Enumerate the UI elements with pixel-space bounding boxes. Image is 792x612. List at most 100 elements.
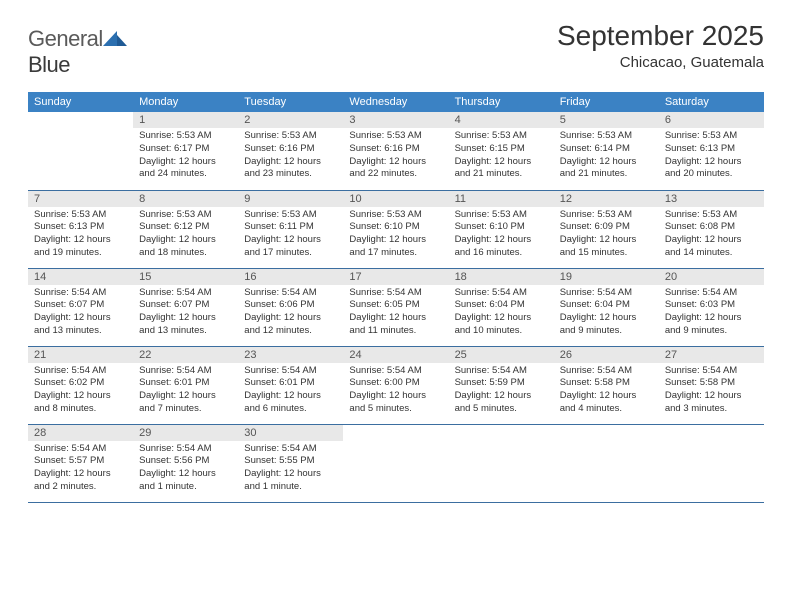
empty-cell (554, 424, 659, 502)
day-details: Sunrise: 5:54 AMSunset: 6:01 PMDaylight:… (133, 363, 238, 420)
calendar-table: SundayMondayTuesdayWednesdayThursdayFrid… (28, 92, 764, 503)
day-details: Sunrise: 5:54 AMSunset: 6:03 PMDaylight:… (659, 285, 764, 342)
day-number: 28 (28, 425, 133, 441)
logo-word1: General (28, 26, 103, 51)
day-number: 14 (28, 269, 133, 285)
day-details: Sunrise: 5:53 AMSunset: 6:16 PMDaylight:… (238, 128, 343, 185)
empty-cell (659, 424, 764, 502)
day-details: Sunrise: 5:53 AMSunset: 6:10 PMDaylight:… (343, 207, 448, 264)
header: GeneralBlue September 2025 Chicacao, Gua… (28, 20, 764, 78)
day-number: 20 (659, 269, 764, 285)
day-details: Sunrise: 5:54 AMSunset: 5:57 PMDaylight:… (28, 441, 133, 498)
day-details: Sunrise: 5:53 AMSunset: 6:17 PMDaylight:… (133, 128, 238, 185)
weekday-sunday: Sunday (28, 92, 133, 112)
day-cell: 5Sunrise: 5:53 AMSunset: 6:14 PMDaylight… (554, 112, 659, 190)
day-cell: 4Sunrise: 5:53 AMSunset: 6:15 PMDaylight… (449, 112, 554, 190)
day-cell: 19Sunrise: 5:54 AMSunset: 6:04 PMDayligh… (554, 268, 659, 346)
logo-triangle-icon (103, 28, 127, 46)
day-number: 29 (133, 425, 238, 441)
location: Chicacao, Guatemala (557, 54, 764, 71)
empty-cell (343, 424, 448, 502)
day-cell: 18Sunrise: 5:54 AMSunset: 6:04 PMDayligh… (449, 268, 554, 346)
day-details: Sunrise: 5:53 AMSunset: 6:16 PMDaylight:… (343, 128, 448, 185)
weekday-row: SundayMondayTuesdayWednesdayThursdayFrid… (28, 92, 764, 112)
logo-word2: Blue (28, 52, 70, 77)
weekday-monday: Monday (133, 92, 238, 112)
day-cell: 14Sunrise: 5:54 AMSunset: 6:07 PMDayligh… (28, 268, 133, 346)
weekday-thursday: Thursday (449, 92, 554, 112)
day-cell: 27Sunrise: 5:54 AMSunset: 5:58 PMDayligh… (659, 346, 764, 424)
day-details: Sunrise: 5:54 AMSunset: 6:01 PMDaylight:… (238, 363, 343, 420)
day-number: 25 (449, 347, 554, 363)
day-number: 6 (659, 112, 764, 128)
day-cell: 28Sunrise: 5:54 AMSunset: 5:57 PMDayligh… (28, 424, 133, 502)
day-cell: 23Sunrise: 5:54 AMSunset: 6:01 PMDayligh… (238, 346, 343, 424)
day-number: 26 (554, 347, 659, 363)
day-number: 8 (133, 191, 238, 207)
day-number: 1 (133, 112, 238, 128)
day-cell: 22Sunrise: 5:54 AMSunset: 6:01 PMDayligh… (133, 346, 238, 424)
logo-text: GeneralBlue (28, 26, 127, 78)
day-details: Sunrise: 5:54 AMSunset: 6:05 PMDaylight:… (343, 285, 448, 342)
logo: GeneralBlue (28, 26, 127, 78)
day-details: Sunrise: 5:54 AMSunset: 6:04 PMDaylight:… (449, 285, 554, 342)
weekday-tuesday: Tuesday (238, 92, 343, 112)
day-details: Sunrise: 5:54 AMSunset: 5:55 PMDaylight:… (238, 441, 343, 498)
day-cell: 1Sunrise: 5:53 AMSunset: 6:17 PMDaylight… (133, 112, 238, 190)
day-cell: 8Sunrise: 5:53 AMSunset: 6:12 PMDaylight… (133, 190, 238, 268)
day-number: 18 (449, 269, 554, 285)
day-details: Sunrise: 5:54 AMSunset: 6:02 PMDaylight:… (28, 363, 133, 420)
day-number: 5 (554, 112, 659, 128)
day-cell: 6Sunrise: 5:53 AMSunset: 6:13 PMDaylight… (659, 112, 764, 190)
calendar-row: 1Sunrise: 5:53 AMSunset: 6:17 PMDaylight… (28, 112, 764, 190)
day-details: Sunrise: 5:53 AMSunset: 6:13 PMDaylight:… (28, 207, 133, 264)
calendar-body: 1Sunrise: 5:53 AMSunset: 6:17 PMDaylight… (28, 112, 764, 502)
day-cell: 16Sunrise: 5:54 AMSunset: 6:06 PMDayligh… (238, 268, 343, 346)
day-details: Sunrise: 5:53 AMSunset: 6:09 PMDaylight:… (554, 207, 659, 264)
day-number: 17 (343, 269, 448, 285)
day-cell: 17Sunrise: 5:54 AMSunset: 6:05 PMDayligh… (343, 268, 448, 346)
day-number: 12 (554, 191, 659, 207)
day-details: Sunrise: 5:54 AMSunset: 5:56 PMDaylight:… (133, 441, 238, 498)
day-cell: 26Sunrise: 5:54 AMSunset: 5:58 PMDayligh… (554, 346, 659, 424)
title-block: September 2025 Chicacao, Guatemala (557, 20, 764, 71)
day-cell: 25Sunrise: 5:54 AMSunset: 5:59 PMDayligh… (449, 346, 554, 424)
weekday-saturday: Saturday (659, 92, 764, 112)
day-number: 7 (28, 191, 133, 207)
day-number: 16 (238, 269, 343, 285)
day-cell: 29Sunrise: 5:54 AMSunset: 5:56 PMDayligh… (133, 424, 238, 502)
calendar-row: 7Sunrise: 5:53 AMSunset: 6:13 PMDaylight… (28, 190, 764, 268)
day-details: Sunrise: 5:53 AMSunset: 6:14 PMDaylight:… (554, 128, 659, 185)
day-details: Sunrise: 5:53 AMSunset: 6:15 PMDaylight:… (449, 128, 554, 185)
day-cell: 30Sunrise: 5:54 AMSunset: 5:55 PMDayligh… (238, 424, 343, 502)
day-number: 15 (133, 269, 238, 285)
day-cell: 2Sunrise: 5:53 AMSunset: 6:16 PMDaylight… (238, 112, 343, 190)
day-details: Sunrise: 5:54 AMSunset: 6:07 PMDaylight:… (133, 285, 238, 342)
day-details: Sunrise: 5:53 AMSunset: 6:11 PMDaylight:… (238, 207, 343, 264)
day-cell: 13Sunrise: 5:53 AMSunset: 6:08 PMDayligh… (659, 190, 764, 268)
day-details: Sunrise: 5:53 AMSunset: 6:13 PMDaylight:… (659, 128, 764, 185)
day-details: Sunrise: 5:54 AMSunset: 6:06 PMDaylight:… (238, 285, 343, 342)
empty-cell (449, 424, 554, 502)
day-cell: 9Sunrise: 5:53 AMSunset: 6:11 PMDaylight… (238, 190, 343, 268)
weekday-friday: Friday (554, 92, 659, 112)
day-cell: 20Sunrise: 5:54 AMSunset: 6:03 PMDayligh… (659, 268, 764, 346)
day-number: 21 (28, 347, 133, 363)
day-cell: 10Sunrise: 5:53 AMSunset: 6:10 PMDayligh… (343, 190, 448, 268)
day-number: 10 (343, 191, 448, 207)
day-details: Sunrise: 5:53 AMSunset: 6:08 PMDaylight:… (659, 207, 764, 264)
day-number: 9 (238, 191, 343, 207)
day-number: 30 (238, 425, 343, 441)
day-cell: 7Sunrise: 5:53 AMSunset: 6:13 PMDaylight… (28, 190, 133, 268)
day-cell: 3Sunrise: 5:53 AMSunset: 6:16 PMDaylight… (343, 112, 448, 190)
day-number: 24 (343, 347, 448, 363)
weekday-wednesday: Wednesday (343, 92, 448, 112)
day-details: Sunrise: 5:54 AMSunset: 6:00 PMDaylight:… (343, 363, 448, 420)
day-cell: 12Sunrise: 5:53 AMSunset: 6:09 PMDayligh… (554, 190, 659, 268)
day-number: 19 (554, 269, 659, 285)
day-number: 11 (449, 191, 554, 207)
day-number: 27 (659, 347, 764, 363)
calendar-row: 21Sunrise: 5:54 AMSunset: 6:02 PMDayligh… (28, 346, 764, 424)
empty-cell (28, 112, 133, 190)
day-cell: 15Sunrise: 5:54 AMSunset: 6:07 PMDayligh… (133, 268, 238, 346)
